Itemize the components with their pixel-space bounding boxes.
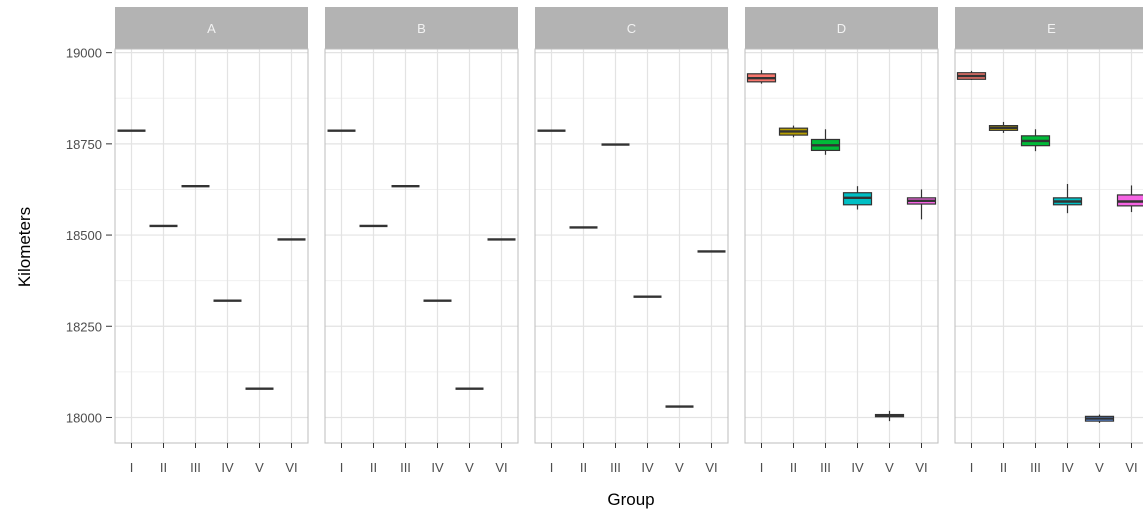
x-tick-label: V [255, 460, 264, 475]
x-tick-label: I [130, 460, 134, 475]
x-tick-label: II [1000, 460, 1007, 475]
facet-strip [115, 7, 308, 49]
x-axis-title: Group [607, 490, 654, 509]
x-tick-label: III [820, 460, 831, 475]
x-tick-label: VI [705, 460, 717, 475]
x-tick-label: V [675, 460, 684, 475]
x-tick-label: VI [915, 460, 927, 475]
x-tick-label: VI [285, 460, 297, 475]
box-d-i [746, 70, 777, 84]
x-tick-label: V [885, 460, 894, 475]
box-e-iv [1052, 183, 1083, 214]
y-axis: 18000 18250 18500 18750 19000 [66, 46, 112, 425]
facet-strip [955, 7, 1143, 49]
box-e-i [956, 70, 987, 81]
x-tick-label: II [370, 460, 377, 475]
facet-panel-a: AI II III IV V VI [114, 7, 309, 475]
facet-strip [535, 7, 728, 49]
facet-strip-label: E [1047, 21, 1056, 36]
x-tick-label: IV [851, 460, 864, 475]
facet-strip-label: B [417, 21, 426, 36]
x-tick-label: IV [641, 460, 654, 475]
x-tick-label: IV [1061, 460, 1074, 475]
facet-strip [325, 7, 518, 49]
facet-strip-label: D [837, 21, 846, 36]
y-axis-title: Kilometers [15, 207, 34, 287]
panel-border [114, 48, 309, 444]
x-tick-label: IV [221, 460, 234, 475]
x-tick-label: II [790, 460, 797, 475]
x-tick-label: I [550, 460, 554, 475]
x-tick-label: VI [1125, 460, 1137, 475]
x-tick-label: III [400, 460, 411, 475]
x-tick-label: II [160, 460, 167, 475]
panel-background [745, 49, 938, 443]
box-e-vi [1116, 185, 1143, 213]
x-tick-label: I [970, 460, 974, 475]
panel-border [954, 48, 1143, 444]
box-e-v [1084, 414, 1115, 423]
facet-strip-label: C [627, 21, 636, 36]
x-tick-label: IV [431, 460, 444, 475]
y-tick-label: 19000 [66, 46, 102, 61]
panel-background [325, 49, 518, 443]
box-d-iv [842, 186, 873, 210]
box-d-vi [906, 189, 937, 220]
facet-panel-c: CI II III IV V VI [534, 7, 729, 475]
facet-panel-e: EI II III IV V VI [954, 7, 1143, 475]
x-tick-label: III [1030, 460, 1041, 475]
x-tick-label: V [465, 460, 474, 475]
x-tick-label: III [610, 460, 621, 475]
panel-background [535, 49, 728, 443]
x-tick-label: I [340, 460, 344, 475]
panel-background [955, 49, 1143, 443]
panel-border [534, 48, 729, 444]
facet-strip-label: A [207, 21, 216, 36]
box-d-ii [778, 125, 809, 138]
x-tick-label: I [760, 460, 764, 475]
panel-border [744, 48, 939, 444]
facet-panel-b: BI II III IV V VI [324, 7, 519, 475]
x-tick-label: V [1095, 460, 1104, 475]
x-tick-label: VI [495, 460, 507, 475]
box-e-ii [988, 121, 1019, 133]
facet-strip [745, 7, 938, 49]
y-tick-label: 18000 [66, 410, 102, 425]
y-tick-label: 18500 [66, 228, 102, 243]
panel-border [324, 48, 519, 444]
box-d-iii [810, 129, 841, 155]
box-e-iii [1020, 129, 1051, 152]
x-tick-label: II [580, 460, 587, 475]
x-tick-label: III [190, 460, 201, 475]
box-d-v [874, 410, 905, 422]
facet-panel-d: DI II III IV V VI [744, 7, 939, 475]
y-tick-label: 18750 [66, 137, 102, 152]
panel-background [115, 49, 308, 443]
y-tick-label: 18250 [66, 319, 102, 334]
